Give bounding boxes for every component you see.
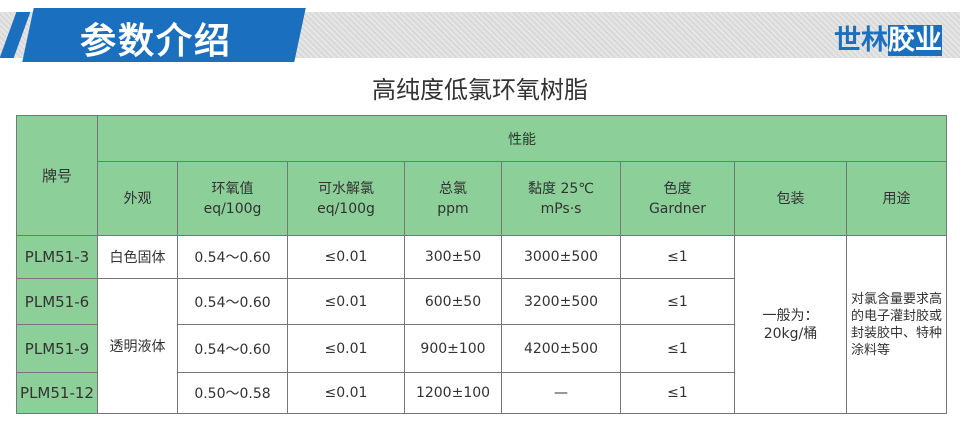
column-header: 用途 (846, 161, 947, 236)
value-cell: ≤1 (620, 372, 735, 414)
spec-table: 牌号 性能 外观 环氧值 eq/100g 可水解氯 eq/100g 总氯 ppm 黏度 … (16, 115, 947, 414)
value-cell: 3200±500 (501, 278, 621, 325)
column-header: 黏度 25℃ mPs·s (501, 161, 621, 236)
table-row: PLM51-12 0.50～0.58 ≤0.01 1200±100— ≤1 (16, 372, 947, 414)
brand-cell: PLM51-9 (16, 324, 98, 373)
group-header: 性能 (97, 115, 947, 162)
value-cell: 300±50 (404, 235, 502, 279)
value-cell: ≤1 (620, 278, 735, 325)
value-cell: 4200±500 (501, 324, 621, 373)
column-header: 包装 (734, 161, 847, 236)
page-title: 高纯度低氯环氧树脂 (372, 76, 588, 104)
usage-cell: 对氯含量要求高的电子灌封胶或封装胶中、特种涂料等 (846, 235, 947, 414)
value-cell: 600±50 (404, 278, 502, 325)
column-header: 色度 Gardner (620, 161, 735, 236)
value-cell: ≤1 (620, 324, 735, 373)
table-row: PLM51-9 0.54～0.60 ≤0.01 900±100 4200±500 ≤1 (16, 324, 947, 373)
value-cell: 3000±500 (501, 235, 621, 279)
value-cell: 900±100 (404, 324, 502, 373)
brand-cell: PLM51-3 (16, 235, 98, 279)
value-cell: 1200±100 (404, 372, 502, 414)
value-cell: ≤0.01 (287, 278, 405, 325)
value-cell: ≤0.01 (287, 235, 405, 279)
appearance-cell: 透明液体 (97, 278, 178, 414)
value-cell: — (501, 372, 621, 414)
brand-logo: 世林胶业 (834, 25, 942, 56)
value-cell: 0.50～0.58 (177, 372, 288, 414)
brand-cell: PLM51-6 (16, 278, 98, 325)
brand-cell: PLM51-12 (16, 372, 98, 414)
table-row: PLM51-3 白色固体 0.54～0.60 ≤0.01 300±50 3000±500 ≤… (16, 235, 947, 414)
value-cell: ≤0.01 (287, 372, 405, 414)
value-cell: ≤0.01 (287, 324, 405, 373)
value-cell: 0.54～0.60 (177, 324, 288, 373)
value-cell: 0.54～0.60 (177, 235, 288, 279)
brand-header: 牌号 (16, 115, 98, 236)
value-cell: 0.54～0.60 (177, 278, 288, 325)
column-header: 外观 (97, 161, 178, 236)
banner-title: 参数介绍 (80, 21, 233, 62)
column-header: 可水解氯 eq/100g (287, 161, 405, 236)
packaging-cell: 一般为： 20kg/桶 (734, 235, 847, 414)
column-header: 总氯 ppm (404, 161, 502, 236)
column-header: 环氧值 eq/100g (177, 161, 288, 236)
value-cell: ≤1 (620, 235, 735, 279)
appearance-cell: 白色固体 (97, 235, 178, 279)
